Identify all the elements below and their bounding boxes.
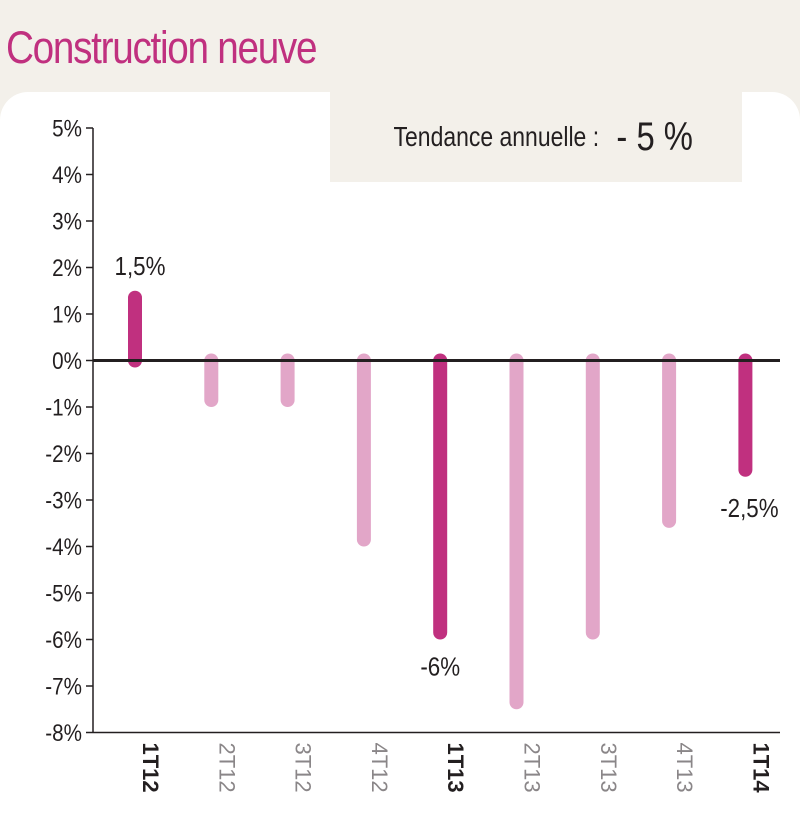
y-tick-label: -7%: [45, 673, 82, 700]
page-title: Construction neuve: [6, 22, 318, 73]
data-label-1t14: -2,5%: [720, 494, 778, 523]
y-tick-label: -8%: [45, 720, 82, 747]
y-tick-label: 2%: [52, 255, 82, 282]
y-tick-label: -4%: [45, 534, 82, 561]
y-tick-label: 1%: [52, 301, 82, 328]
y-tick-label: -1%: [45, 394, 82, 421]
x-tick-label-4t13: 4T13: [672, 743, 697, 793]
y-tick-label: -6%: [45, 627, 82, 654]
trend-label: Tendance annuelle :: [393, 121, 600, 152]
trend-box: Tendance annuelle : - 5 %: [330, 92, 742, 182]
data-label-1t12: 1,5%: [115, 252, 166, 281]
y-tick-label: 4%: [52, 162, 82, 189]
trend-value: - 5 %: [616, 114, 693, 159]
y-tick-label: -2%: [45, 441, 82, 468]
y-tick-label: 0%: [52, 348, 82, 375]
y-tick-label: -5%: [45, 580, 82, 607]
x-tick-label-4t12: 4T12: [367, 743, 392, 793]
y-tick-label: 3%: [52, 208, 82, 235]
x-tick-label-3t12: 3T12: [291, 743, 316, 793]
x-tick-label-1t14: 1T14: [748, 743, 773, 794]
data-label-1t13: -6%: [420, 653, 460, 682]
x-tick-label-3t13: 3T13: [596, 743, 621, 793]
y-tick-label: 5%: [52, 115, 82, 142]
x-tick-label-1t13: 1T13: [443, 743, 468, 793]
x-tick-label-1t12: 1T12: [138, 743, 163, 793]
y-tick-label: -3%: [45, 487, 82, 514]
x-tick-label-2t13: 2T13: [520, 743, 545, 793]
x-tick-label-2t12: 2T12: [214, 743, 239, 793]
